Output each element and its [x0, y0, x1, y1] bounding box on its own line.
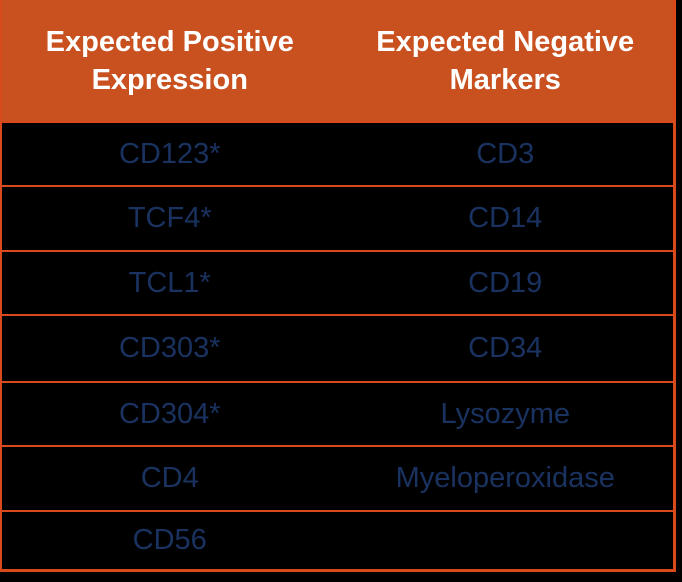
negative-marker-cell: Myeloperoxidase [337, 445, 673, 510]
positive-marker-cell: CD123* [2, 121, 338, 185]
positive-marker-cell: TCL1* [2, 250, 338, 314]
positive-marker-cell: CD56 [2, 510, 338, 569]
column-header-negative-markers: Expected Negative Markers [337, 0, 673, 121]
negative-marker-cell: CD3 [337, 121, 673, 185]
expression-markers-table: Expected Positive Expression Expected Ne… [0, 0, 676, 572]
negative-marker-cell: CD19 [337, 250, 673, 314]
negative-marker-cell: CD14 [337, 185, 673, 250]
positive-marker-cell: TCF4* [2, 185, 338, 250]
column-header-positive-expression: Expected Positive Expression [2, 0, 338, 121]
negative-marker-cell: CD34 [337, 314, 673, 381]
positive-marker-cell: CD4 [2, 445, 338, 510]
positive-marker-cell: CD304* [2, 381, 338, 445]
positive-marker-cell: CD303* [2, 314, 338, 381]
negative-marker-cell: Lysozyme [337, 381, 673, 445]
negative-marker-cell-empty [337, 510, 673, 569]
